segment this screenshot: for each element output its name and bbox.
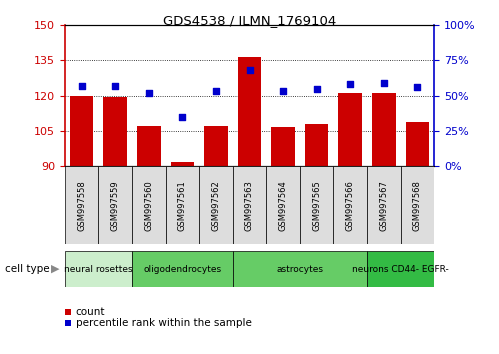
Point xyxy=(111,83,119,88)
Text: GSM997565: GSM997565 xyxy=(312,180,321,231)
Bar xyxy=(338,93,362,166)
Text: GSM997566: GSM997566 xyxy=(346,180,355,231)
Bar xyxy=(266,166,300,244)
Point xyxy=(78,83,86,88)
Text: GSM997559: GSM997559 xyxy=(111,180,120,231)
Text: GSM997563: GSM997563 xyxy=(245,180,254,231)
Bar xyxy=(103,97,127,166)
Text: neural rosettes: neural rosettes xyxy=(64,264,133,274)
Bar xyxy=(137,126,161,166)
Point xyxy=(346,81,354,87)
Bar xyxy=(333,166,367,244)
Text: astrocytes: astrocytes xyxy=(276,264,323,274)
Bar xyxy=(271,127,295,166)
Text: ▶: ▶ xyxy=(51,264,60,274)
Text: GSM997564: GSM997564 xyxy=(278,180,287,231)
Text: GSM997562: GSM997562 xyxy=(212,180,221,231)
Point xyxy=(212,88,220,94)
Point xyxy=(313,86,321,91)
Point xyxy=(279,88,287,94)
Bar xyxy=(406,121,429,166)
Bar xyxy=(372,93,396,166)
Text: neurons CD44- EGFR-: neurons CD44- EGFR- xyxy=(352,264,449,274)
Bar xyxy=(132,166,166,244)
Bar xyxy=(367,251,434,287)
Bar xyxy=(166,166,199,244)
Bar xyxy=(98,166,132,244)
Bar xyxy=(204,126,228,166)
Point xyxy=(246,67,253,73)
Bar xyxy=(233,251,367,287)
Text: GSM997558: GSM997558 xyxy=(77,180,86,231)
Text: cell type: cell type xyxy=(5,264,49,274)
Point xyxy=(380,80,388,86)
Bar xyxy=(65,166,98,244)
Bar xyxy=(367,166,401,244)
Text: count: count xyxy=(76,307,105,317)
Text: GSM997561: GSM997561 xyxy=(178,180,187,231)
Bar xyxy=(305,124,328,166)
Bar xyxy=(65,251,132,287)
Bar xyxy=(401,166,434,244)
Point xyxy=(178,114,186,120)
Point xyxy=(413,84,421,90)
Bar xyxy=(171,162,194,166)
Point xyxy=(145,90,153,96)
Text: GSM997560: GSM997560 xyxy=(144,180,153,231)
Bar xyxy=(199,166,233,244)
Text: GSM997568: GSM997568 xyxy=(413,180,422,231)
Text: GSM997567: GSM997567 xyxy=(379,180,388,231)
Bar xyxy=(233,166,266,244)
Bar xyxy=(132,251,233,287)
Bar xyxy=(238,57,261,166)
Bar xyxy=(70,96,93,166)
Text: percentile rank within the sample: percentile rank within the sample xyxy=(76,318,251,328)
Text: oligodendrocytes: oligodendrocytes xyxy=(143,264,222,274)
Text: GDS4538 / ILMN_1769104: GDS4538 / ILMN_1769104 xyxy=(163,14,336,27)
Bar xyxy=(300,166,333,244)
